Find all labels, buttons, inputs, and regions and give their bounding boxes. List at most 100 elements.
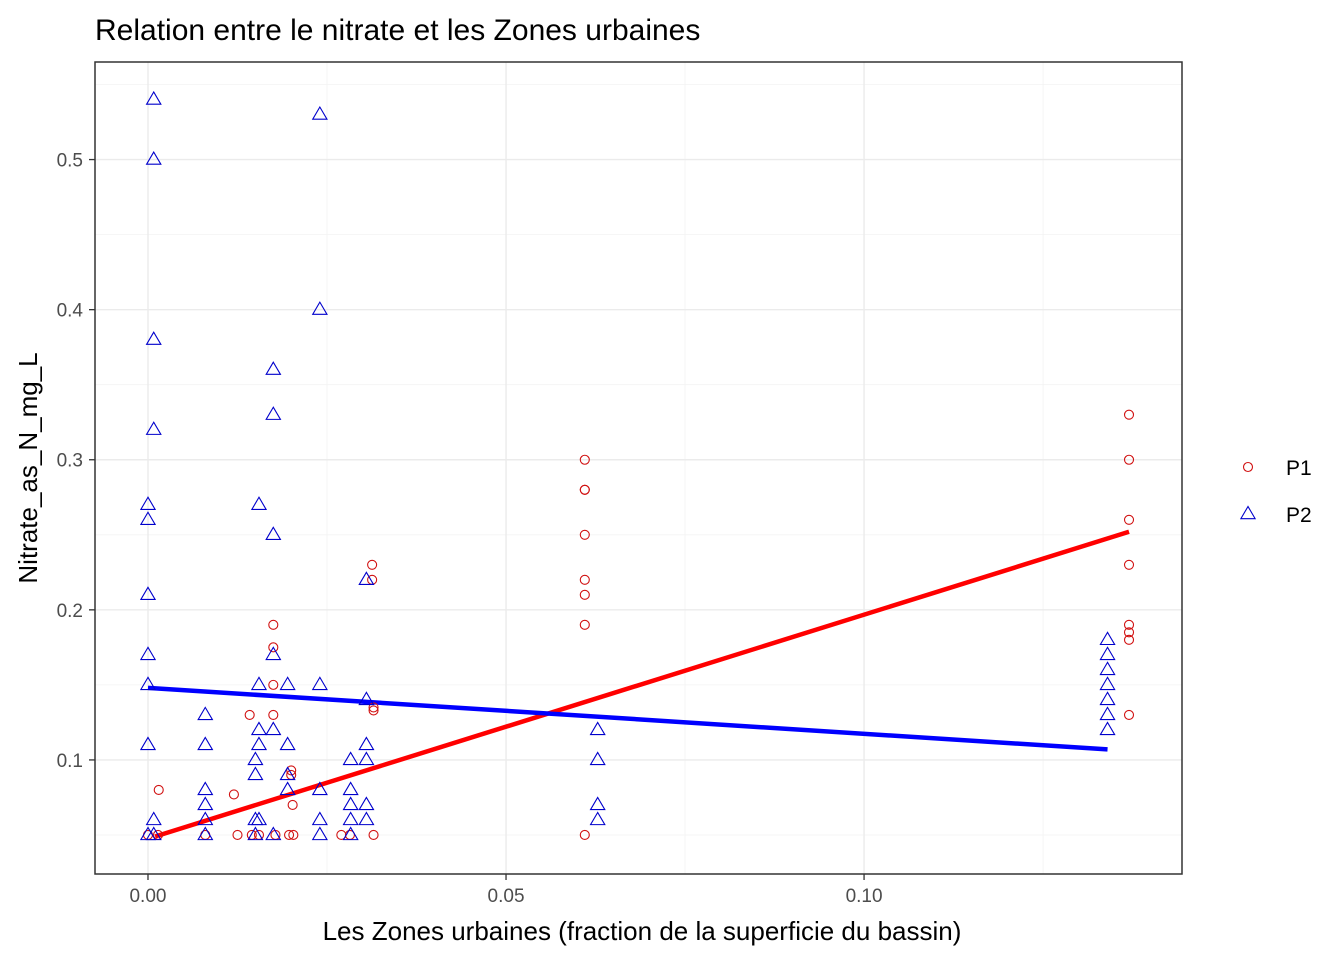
data-point-p2 xyxy=(311,826,328,841)
plot-panel-border xyxy=(94,61,1183,875)
data-point-p1 xyxy=(579,619,590,630)
data-point-p2 xyxy=(139,511,157,525)
data-point-p2 xyxy=(265,406,282,420)
x-tick-label: 0.10 xyxy=(846,886,883,907)
data-point-p2 xyxy=(145,90,162,105)
data-point-p2 xyxy=(1099,661,1116,676)
data-point-p2 xyxy=(145,331,162,345)
legend: P1 P2 xyxy=(1239,457,1312,527)
data-point-p2 xyxy=(145,150,162,165)
data-point-p1 xyxy=(287,799,298,811)
data-point-p2 xyxy=(265,826,282,841)
data-point-p1 xyxy=(368,705,379,716)
data-point-p2 xyxy=(279,676,296,691)
legend-key-p2 xyxy=(1239,505,1257,520)
data-point-p1 xyxy=(1123,454,1135,465)
y-tick-label: 0.5 xyxy=(57,151,83,172)
data-point-p2 xyxy=(589,796,606,811)
data-point-p2 xyxy=(197,796,214,811)
data-point-p1 xyxy=(232,829,243,841)
plot-panel-background xyxy=(95,62,1182,874)
data-point-p2 xyxy=(342,781,359,796)
data-point-p1 xyxy=(244,709,255,720)
y-tick-label: 0.4 xyxy=(57,301,84,322)
data-point-p2 xyxy=(589,751,606,766)
data-point-p1 xyxy=(1123,514,1135,525)
x-axis-ticks: 0.00 0.05 0.10 xyxy=(129,874,883,907)
data-point-p2 xyxy=(1099,721,1116,736)
plot-grid xyxy=(95,62,1182,874)
x-tick-label: 0.05 xyxy=(488,886,525,907)
data-point-p1 xyxy=(268,709,279,720)
data-point-p1 xyxy=(228,789,239,800)
legend-key-p1 xyxy=(1242,461,1254,473)
data-point-p1 xyxy=(268,642,279,653)
data-point-p2 xyxy=(265,526,282,540)
y-axis-title: Nitrate_as_N_mg_L xyxy=(13,352,43,583)
data-point-p2 xyxy=(145,811,162,826)
data-point-p2 xyxy=(1099,706,1116,721)
y-tick-label: 0.1 xyxy=(57,751,83,772)
data-point-p1 xyxy=(368,829,379,841)
data-point-p2 xyxy=(265,721,282,736)
data-point-p2 xyxy=(145,421,162,435)
x-axis-title: Les Zones urbaines (fraction de la super… xyxy=(323,916,962,946)
data-point-p1 xyxy=(579,529,590,540)
data-point-p2 xyxy=(1099,676,1116,691)
data-point-p2 xyxy=(589,811,606,826)
data-point-p2 xyxy=(358,796,375,811)
data-point-p1 xyxy=(268,619,279,630)
data-point-p1 xyxy=(284,829,295,841)
data-point-p2 xyxy=(197,826,214,841)
data-point-p2 xyxy=(358,691,375,706)
data-point-p2 xyxy=(1099,631,1116,646)
data-point-p2 xyxy=(279,736,296,751)
y-tick-label: 0.2 xyxy=(57,601,83,622)
data-point-p2 xyxy=(311,676,328,691)
data-point-p2 xyxy=(139,676,157,691)
legend-label-p1: P1 xyxy=(1286,457,1312,480)
data-point-p2 xyxy=(358,751,375,766)
data-point-p2 xyxy=(279,781,296,796)
data-point-p2 xyxy=(145,826,162,841)
data-point-p2 xyxy=(1099,646,1116,661)
data-point-p1 xyxy=(1123,559,1135,570)
data-point-p2 xyxy=(197,706,214,721)
data-point-p2 xyxy=(311,105,328,120)
data-point-p2 xyxy=(197,811,214,826)
data-point-p1 xyxy=(268,679,279,690)
data-point-p1 xyxy=(367,559,378,570)
data-point-p2 xyxy=(247,766,264,781)
data-point-p1 xyxy=(579,574,590,585)
data-point-p1 xyxy=(579,589,590,600)
data-point-p2 xyxy=(311,781,328,796)
data-point-p2 xyxy=(265,646,282,661)
data-point-p2 xyxy=(342,826,359,841)
data-point-p2 xyxy=(265,361,282,375)
data-point-p1 xyxy=(1123,409,1135,420)
data-point-p1 xyxy=(579,484,590,495)
data-point-p2 xyxy=(279,766,296,781)
data-point-p1 xyxy=(1123,709,1135,720)
data-point-p2 xyxy=(342,811,359,826)
data-point-p1 xyxy=(368,702,379,713)
data-point-p2 xyxy=(342,751,359,766)
data-point-p2 xyxy=(358,811,375,826)
data-point-p2 xyxy=(139,736,157,751)
data-point-p2 xyxy=(358,736,375,751)
data-point-p1 xyxy=(1123,627,1135,638)
data-point-p2 xyxy=(250,721,268,736)
data-point-p2 xyxy=(311,811,328,826)
data-point-p2 xyxy=(197,736,214,751)
data-point-p2 xyxy=(139,496,157,510)
y-tick-label: 0.3 xyxy=(57,451,83,472)
data-point-p2 xyxy=(1099,691,1116,706)
data-point-p2 xyxy=(250,676,268,691)
y-axis-ticks: 0.1 0.2 0.3 0.4 0.5 xyxy=(57,151,95,772)
data-point-p2 xyxy=(589,721,606,736)
data-point-p2 xyxy=(311,301,328,315)
data-point-p1 xyxy=(1123,634,1135,645)
x-tick-label: 0.00 xyxy=(129,886,166,907)
data-point-p1 xyxy=(288,829,299,841)
